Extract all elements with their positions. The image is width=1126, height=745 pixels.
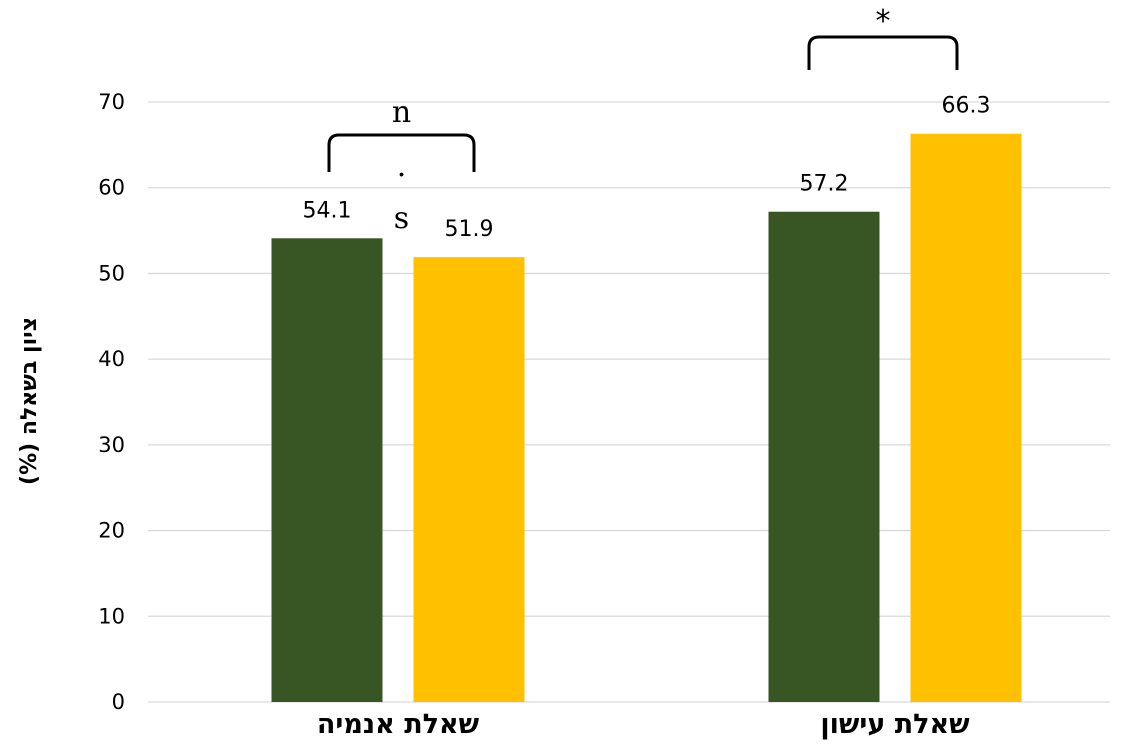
significance-bracket-anemia — [327, 133, 476, 172]
bar-cat1-series1 — [910, 133, 1022, 702]
significance-text-dot: . — [397, 149, 407, 184]
data-label-cat1-series0: 57.2 — [800, 172, 849, 197]
y-axis-ticks: 0 10 20 30 40 50 60 70 — [98, 90, 125, 714]
significance-text-n: n — [392, 95, 411, 130]
category-label-1: שאלת עישון — [820, 709, 970, 740]
data-label-cat0-series1: 51.9 — [445, 217, 494, 242]
y-tick-label-60: 60 — [98, 176, 125, 200]
significance-text-s: s — [394, 201, 409, 236]
significance-star: * — [876, 4, 891, 39]
y-tick-label-0: 0 — [112, 690, 125, 714]
y-tick-label-30: 30 — [98, 433, 125, 457]
data-labels: 54.1 51.9 57.2 66.3 — [303, 94, 991, 242]
data-label-cat0-series0: 54.1 — [303, 198, 352, 223]
y-tick-label-50: 50 — [98, 261, 125, 285]
bars — [271, 133, 1022, 703]
y-tick-label-10: 10 — [98, 604, 125, 628]
data-label-cat1-series1: 66.3 — [942, 94, 991, 119]
category-label-0: שאלת אנמיה — [317, 709, 480, 740]
y-tick-label-40: 40 — [98, 347, 125, 371]
y-tick-label-20: 20 — [98, 519, 125, 543]
bar-cat0-series1 — [413, 257, 525, 702]
bar-cat1-series0 — [768, 211, 880, 702]
y-tick-label-70: 70 — [98, 90, 125, 114]
x-axis-categories: שאלת אנמיה שאלת עישון — [317, 709, 970, 740]
significance-bracket-smoking — [807, 35, 959, 70]
significance-annotations: n. s * — [327, 4, 959, 236]
bar-cat0-series0 — [271, 238, 383, 703]
y-axis-title: ציון בשאלה (%) — [17, 317, 42, 485]
